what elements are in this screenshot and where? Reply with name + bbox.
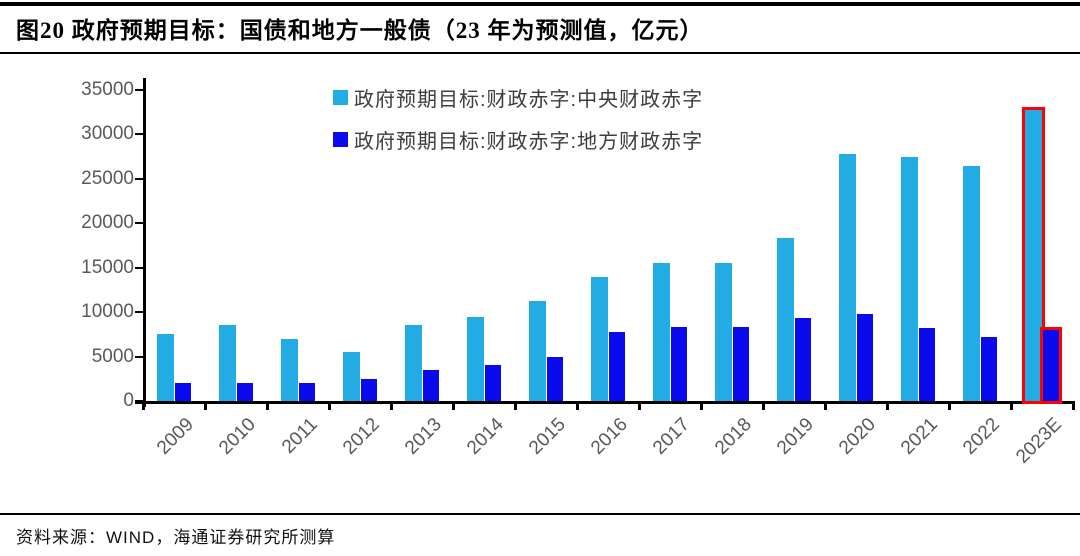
- y-axis-tick: [135, 355, 144, 358]
- footer-rule: [0, 513, 1080, 515]
- x-axis-tick: [638, 401, 641, 410]
- legend-label: 政府预期目标:财政赤字:中央财政赤字: [354, 89, 704, 111]
- legend-item: 政府预期目标:财政赤字:地方财政赤字: [333, 125, 703, 154]
- x-axis-label: 2010: [215, 414, 260, 459]
- bar-local-2023E: [1040, 326, 1062, 404]
- y-axis-tick: [135, 311, 144, 314]
- y-axis-tick: [135, 177, 144, 180]
- x-axis-label: 2011: [278, 414, 322, 458]
- bar-local-2021: [919, 328, 935, 401]
- bar-local-2016: [609, 331, 625, 401]
- bar-local-2018: [733, 327, 749, 401]
- x-axis-tick: [328, 401, 331, 410]
- bar-central-2013: [405, 325, 422, 401]
- x-axis-label: 2020: [835, 414, 880, 459]
- x-axis-tick: [762, 401, 765, 410]
- legend-item: 政府预期目标:财政赤字:中央财政赤字: [333, 83, 703, 112]
- legend-swatch-icon: [333, 90, 348, 105]
- bar-central-2009: [157, 334, 174, 401]
- x-axis-tick: [204, 401, 207, 410]
- bar-central-2014: [467, 316, 484, 401]
- x-axis-label: 2021: [897, 414, 942, 459]
- deficit-bar-chart: 政府预期目标:财政赤字:中央财政赤字 政府预期目标:财政赤字:地方财政赤字 0 50…: [0, 56, 1080, 506]
- title-underline-rule: [0, 52, 1080, 54]
- bar-local-2010: [237, 383, 253, 401]
- x-axis-label: 2018: [711, 414, 756, 459]
- y-axis-tick: [135, 133, 144, 136]
- bar-central-2023E: [1022, 106, 1045, 404]
- bar-central-2012: [343, 352, 360, 401]
- y-axis-tick: [135, 400, 144, 402]
- bar-central-2016: [591, 276, 608, 401]
- x-axis-tick: [1010, 401, 1013, 410]
- bar-local-2020: [857, 313, 873, 401]
- x-axis-tick: [142, 401, 145, 410]
- legend-swatch-icon: [333, 132, 348, 147]
- bar-central-2021: [901, 156, 918, 401]
- bar-local-2017: [671, 327, 687, 401]
- bar-central-2011: [281, 338, 298, 401]
- x-axis-label: 2013: [401, 414, 446, 459]
- bar-local-2014: [485, 365, 501, 401]
- bar-central-2020: [839, 153, 856, 401]
- x-axis-tick: [1072, 401, 1075, 410]
- legend-label: 政府预期目标:财政赤字:地方财政赤字: [354, 131, 704, 153]
- x-axis-tick: [824, 401, 827, 410]
- bar-local-2013: [423, 369, 439, 401]
- x-axis-tick: [700, 401, 703, 410]
- y-tick-label: 0: [123, 390, 134, 411]
- bar-central-2019: [777, 238, 794, 401]
- x-axis-label: 2016: [587, 414, 632, 459]
- y-tick-label: 5000: [91, 345, 134, 367]
- source-note: 资料来源：WIND，海通证券研究所测算: [16, 528, 336, 547]
- bar-central-2022: [963, 165, 980, 401]
- chart-legend: 政府预期目标:财政赤字:中央财政赤字 政府预期目标:财政赤字:地方财政赤字: [333, 83, 703, 167]
- x-axis-tick: [390, 401, 393, 410]
- x-axis-label: 2015: [525, 414, 570, 459]
- y-tick-label: 20000: [81, 212, 134, 234]
- bar-local-2012: [361, 378, 377, 401]
- bar-local-2019: [795, 318, 811, 401]
- bar-local-2009: [175, 383, 191, 401]
- y-tick-label: 30000: [81, 123, 134, 145]
- y-tick-label: 15000: [81, 256, 134, 278]
- figure-title: 图20 政府预期目标：国债和地方一般债（23 年为预测值，亿元）: [16, 18, 704, 43]
- bar-central-2017: [653, 263, 670, 401]
- x-axis-label: 2019: [773, 414, 818, 459]
- y-axis-tick: [135, 266, 144, 269]
- x-axis-tick: [266, 401, 269, 410]
- bar-local-2015: [547, 356, 563, 401]
- y-axis-line: [143, 78, 146, 407]
- bar-local-2022: [981, 337, 997, 401]
- y-axis-tick: [135, 222, 144, 225]
- x-axis-line: [135, 401, 1074, 404]
- x-axis-label: 2014: [463, 414, 508, 459]
- x-axis-tick: [452, 401, 455, 410]
- x-axis-label: 2009: [153, 414, 198, 459]
- y-tick-label: 25000: [81, 167, 134, 189]
- x-axis-tick: [886, 401, 889, 410]
- x-axis-label: 2023E: [1012, 414, 1066, 468]
- top-rule: [0, 2, 1080, 6]
- x-axis-label: 2017: [649, 414, 694, 459]
- x-axis-tick: [948, 401, 951, 410]
- y-tick-label: 10000: [81, 301, 134, 323]
- x-axis-tick: [576, 401, 579, 410]
- x-axis-label: 2012: [339, 414, 384, 459]
- bar-central-2018: [715, 263, 732, 401]
- y-tick-label: 35000: [81, 79, 134, 100]
- x-axis-tick: [514, 401, 517, 410]
- bar-local-2011: [299, 383, 315, 401]
- bar-central-2010: [219, 325, 236, 401]
- bar-central-2015: [529, 301, 546, 401]
- y-axis-tick: [135, 89, 144, 91]
- x-axis-label: 2022: [959, 414, 1004, 459]
